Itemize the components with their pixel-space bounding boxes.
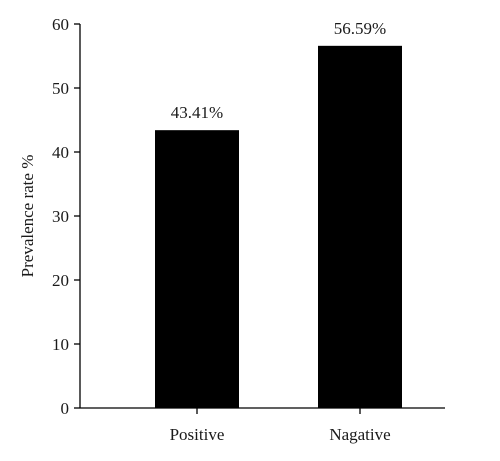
x-tick-label: Nagative bbox=[329, 425, 390, 444]
data-label: 56.59% bbox=[334, 19, 386, 38]
y-tick-label: 20 bbox=[52, 271, 69, 290]
x-tick-label: Positive bbox=[170, 425, 225, 444]
y-tick-label: 30 bbox=[52, 207, 69, 226]
y-axis: 0 10 20 30 40 50 60 bbox=[52, 15, 81, 418]
data-labels: 43.41% 56.59% bbox=[171, 19, 386, 122]
x-axis: Positive Nagative bbox=[80, 407, 445, 444]
bar-nagative bbox=[318, 45, 402, 408]
y-tick-label: 10 bbox=[52, 335, 69, 354]
y-axis-title: Prevalence rate % bbox=[18, 155, 37, 278]
y-tick-label: 50 bbox=[52, 79, 69, 98]
y-tick-label: 40 bbox=[52, 143, 69, 162]
y-tick-label: 0 bbox=[61, 399, 70, 418]
data-label: 43.41% bbox=[171, 103, 223, 122]
bars bbox=[155, 45, 402, 408]
bar-positive bbox=[155, 130, 239, 408]
y-tick-label: 60 bbox=[52, 15, 69, 34]
